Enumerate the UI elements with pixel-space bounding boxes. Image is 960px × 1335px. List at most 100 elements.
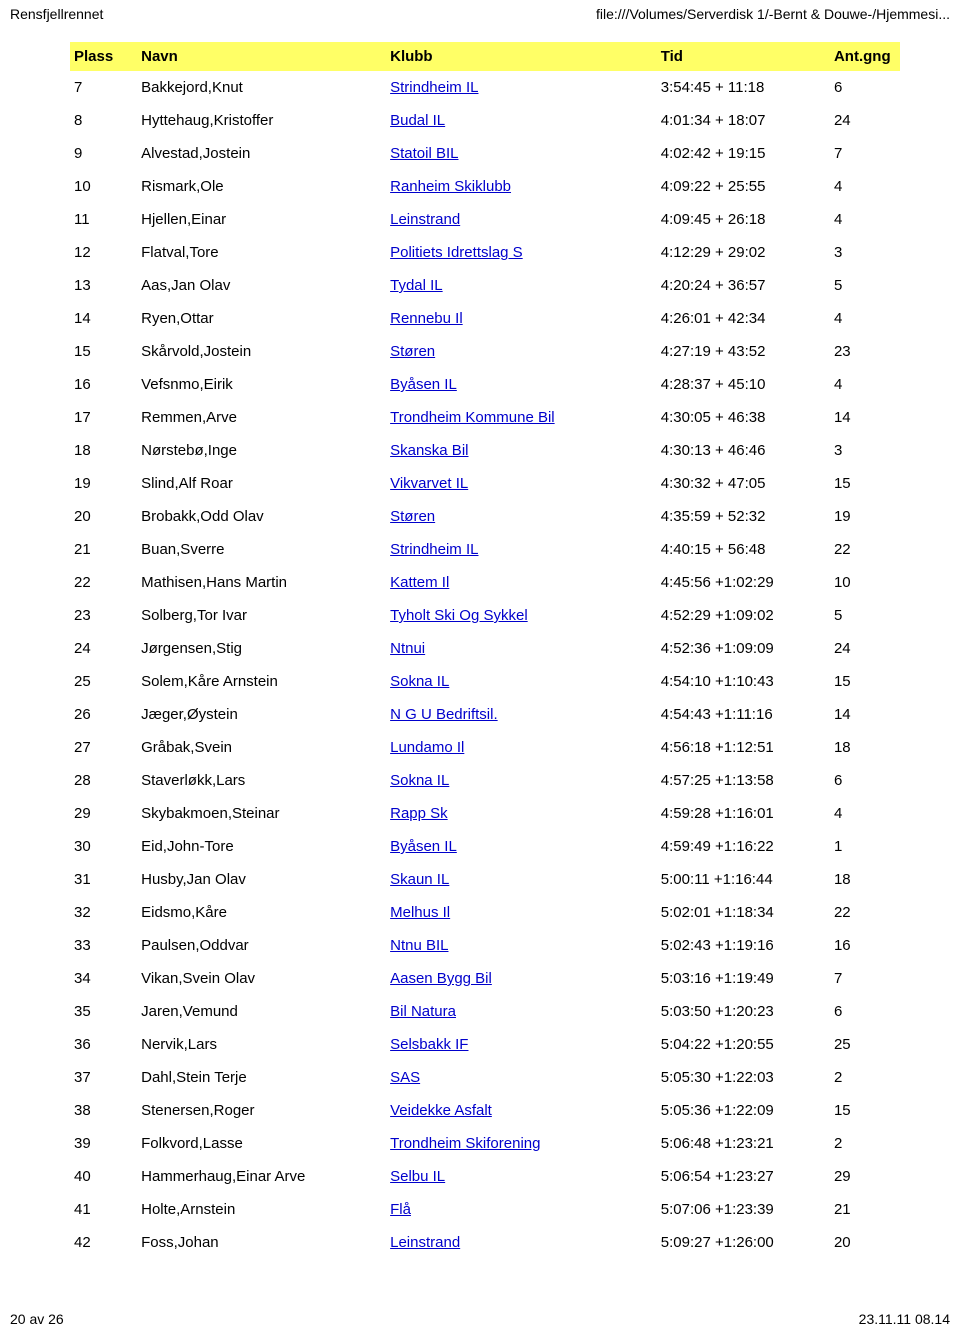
klubb-link[interactable]: Støren: [390, 343, 435, 360]
table-row: 34Vikan,Svein OlavAasen Bygg Bil5:03:16 …: [70, 962, 900, 995]
klubb-link[interactable]: Ntnu BIL: [390, 937, 448, 954]
cell-klubb: Sokna IL: [386, 764, 657, 797]
cell-ant: 25: [830, 1028, 900, 1061]
klubb-link[interactable]: Kattem Il: [390, 574, 449, 591]
col-navn: Navn: [137, 42, 386, 71]
cell-plass: 40: [70, 1160, 137, 1193]
klubb-link[interactable]: Lundamo Il: [390, 739, 464, 756]
klubb-link[interactable]: Strindheim IL: [390, 79, 478, 96]
klubb-link[interactable]: Leinstrand: [390, 211, 460, 228]
klubb-link[interactable]: Bil Natura: [390, 1003, 456, 1020]
klubb-link[interactable]: Vikvarvet IL: [390, 475, 468, 492]
cell-ant: 4: [830, 368, 900, 401]
klubb-link[interactable]: Tyholt Ski Og Sykkel: [390, 607, 528, 624]
klubb-link[interactable]: Ranheim Skiklubb: [390, 178, 511, 195]
table-row: 9Alvestad,JosteinStatoil BIL4:02:42 + 19…: [70, 137, 900, 170]
cell-navn: Flatval,Tore: [137, 236, 386, 269]
cell-ant: 16: [830, 929, 900, 962]
table-row: 7Bakkejord,KnutStrindheim IL3:54:45 + 11…: [70, 71, 900, 104]
cell-navn: Vikan,Svein Olav: [137, 962, 386, 995]
table-row: 15Skårvold,JosteinStøren4:27:19 + 43:522…: [70, 335, 900, 368]
cell-plass: 41: [70, 1193, 137, 1226]
klubb-link[interactable]: Skaun IL: [390, 871, 449, 888]
cell-tid: 3:54:45 + 11:18: [657, 71, 830, 104]
table-row: 26Jæger,ØysteinN G U Bedriftsil. 4:54:43 …: [70, 698, 900, 731]
klubb-link[interactable]: Trondheim Kommune Bil: [390, 409, 555, 426]
cell-ant: 18: [830, 731, 900, 764]
cell-plass: 39: [70, 1127, 137, 1160]
cell-tid: 4:30:05 + 46:38: [657, 401, 830, 434]
klubb-link[interactable]: Skanska Bil: [390, 442, 468, 459]
cell-tid: 4:56:18 +1:12:51: [657, 731, 830, 764]
cell-plass: 20: [70, 500, 137, 533]
klubb-link[interactable]: Strindheim IL: [390, 541, 478, 558]
cell-tid: 4:35:59 + 52:32: [657, 500, 830, 533]
cell-navn: Folkvord,Lasse: [137, 1127, 386, 1160]
klubb-link[interactable]: Aasen Bygg Bil: [390, 970, 492, 987]
cell-ant: 20: [830, 1226, 900, 1259]
cell-ant: 6: [830, 764, 900, 797]
cell-klubb: Ntnui: [386, 632, 657, 665]
klubb-link[interactable]: N G U Bedriftsil.: [390, 706, 498, 723]
cell-ant: 15: [830, 467, 900, 500]
cell-ant: 4: [830, 302, 900, 335]
klubb-link[interactable]: Støren: [390, 508, 435, 525]
cell-plass: 12: [70, 236, 137, 269]
klubb-link[interactable]: Veidekke Asfalt: [390, 1102, 492, 1119]
table-row: 20Brobakk,Odd OlavStøren4:35:59 + 52:321…: [70, 500, 900, 533]
cell-tid: 4:40:15 + 56:48: [657, 533, 830, 566]
cell-ant: 14: [830, 401, 900, 434]
klubb-link[interactable]: Trondheim Skiforening: [390, 1135, 540, 1152]
klubb-link[interactable]: Melhus Il: [390, 904, 450, 921]
klubb-link[interactable]: Politiets Idrettslag S: [390, 244, 523, 261]
cell-ant: 4: [830, 203, 900, 236]
klubb-link[interactable]: Flå: [390, 1201, 411, 1218]
cell-tid: 4:54:10 +1:10:43: [657, 665, 830, 698]
cell-tid: 5:09:27 +1:26:00: [657, 1226, 830, 1259]
table-row: 31Husby,Jan OlavSkaun IL5:00:11 +1:16:44…: [70, 863, 900, 896]
cell-navn: Hjellen,Einar: [137, 203, 386, 236]
cell-navn: Jæger,Øystein: [137, 698, 386, 731]
klubb-link[interactable]: Selbu IL: [390, 1168, 445, 1185]
cell-tid: 5:06:54 +1:23:27: [657, 1160, 830, 1193]
cell-plass: 19: [70, 467, 137, 500]
cell-navn: Nørstebø,Inge: [137, 434, 386, 467]
klubb-link[interactable]: Statoil BIL: [390, 145, 458, 162]
cell-klubb: SAS: [386, 1061, 657, 1094]
klubb-link[interactable]: Budal IL: [390, 112, 445, 129]
klubb-link[interactable]: Rennebu Il: [390, 310, 463, 327]
klubb-link[interactable]: Byåsen IL: [390, 376, 457, 393]
cell-tid: 4:20:24 + 36:57: [657, 269, 830, 302]
cell-ant: 4: [830, 170, 900, 203]
klubb-link[interactable]: Selsbakk IF: [390, 1036, 468, 1053]
table-row: 30Eid,John-ToreByåsen IL4:59:49 +1:16:22…: [70, 830, 900, 863]
cell-plass: 10: [70, 170, 137, 203]
cell-plass: 31: [70, 863, 137, 896]
klubb-link[interactable]: Sokna IL: [390, 772, 449, 789]
cell-navn: Jaren,Vemund: [137, 995, 386, 1028]
klubb-link[interactable]: Ntnui: [390, 640, 425, 657]
table-header-row: Plass Navn Klubb Tid Ant.gng: [70, 42, 900, 71]
cell-klubb: Tyholt Ski Og Sykkel: [386, 599, 657, 632]
cell-tid: 5:05:30 +1:22:03: [657, 1061, 830, 1094]
cell-tid: 5:04:22 +1:20:55: [657, 1028, 830, 1061]
cell-navn: Gråbak,Svein: [137, 731, 386, 764]
klubb-link[interactable]: Leinstrand: [390, 1234, 460, 1251]
cell-navn: Slind,Alf Roar: [137, 467, 386, 500]
cell-navn: Skårvold,Jostein: [137, 335, 386, 368]
table-row: 17Remmen,ArveTrondheim Kommune Bil4:30:0…: [70, 401, 900, 434]
cell-tid: 4:54:43 +1:11:16: [657, 698, 830, 731]
cell-plass: 26: [70, 698, 137, 731]
cell-tid: 5:02:43 +1:19:16: [657, 929, 830, 962]
cell-plass: 7: [70, 71, 137, 104]
cell-plass: 29: [70, 797, 137, 830]
klubb-link[interactable]: Rapp Sk: [390, 805, 448, 822]
klubb-link[interactable]: SAS: [390, 1069, 420, 1086]
cell-klubb: Budal IL: [386, 104, 657, 137]
klubb-link[interactable]: Tydal IL: [390, 277, 443, 294]
cell-ant: 2: [830, 1061, 900, 1094]
cell-ant: 4: [830, 797, 900, 830]
cell-tid: 4:59:49 +1:16:22: [657, 830, 830, 863]
klubb-link[interactable]: Byåsen IL: [390, 838, 457, 855]
klubb-link[interactable]: Sokna IL: [390, 673, 449, 690]
